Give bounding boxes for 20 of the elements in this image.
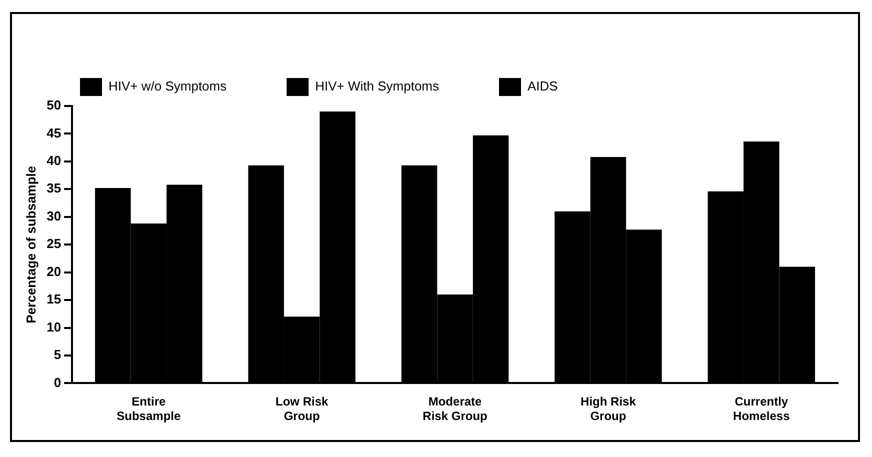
x-tick-label: Moderate Risk Group: [422, 394, 488, 424]
x-tick-label: Currently Homeless: [733, 394, 790, 424]
legend-label: HIV+ With Symptoms: [315, 78, 440, 94]
y-tick-label: 35: [46, 180, 62, 196]
x-tick-label: High Risk Group: [580, 394, 636, 424]
y-tick-label: 5: [54, 347, 62, 362]
y-tick-label: 10: [46, 319, 62, 334]
y-tick-label: 25: [46, 236, 62, 252]
y-tick-label: 20: [46, 264, 62, 279]
x-tick-label: Entire Subsample: [116, 394, 181, 424]
y-tick-label: 15: [46, 292, 62, 307]
y-tick-label: 45: [46, 125, 62, 140]
y-tick-label: 40: [46, 153, 62, 168]
legend-label: AIDS: [528, 78, 558, 94]
x-tick-label: Low Risk Group: [276, 394, 328, 424]
y-axis-title: Percentage of subsample: [23, 166, 38, 324]
y-tick-label: 0: [54, 374, 62, 390]
legend-label: HIV+ w/o Symptoms: [108, 78, 228, 94]
y-tick-label: 30: [46, 208, 62, 224]
y-tick-label: 50: [46, 98, 62, 113]
